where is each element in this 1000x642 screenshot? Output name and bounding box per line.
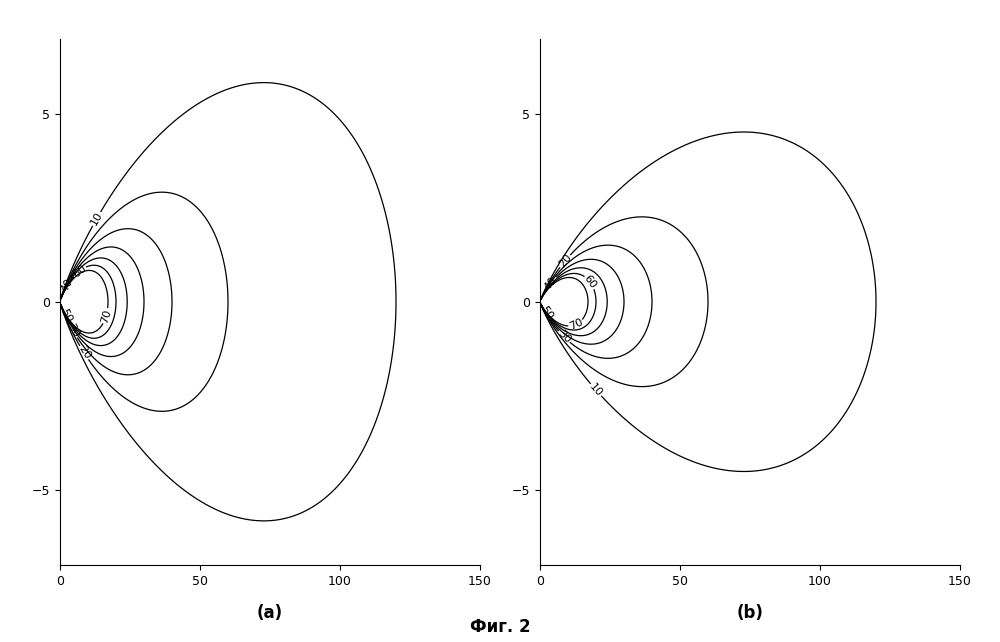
Text: 50: 50 xyxy=(58,307,73,324)
Text: (a): (a) xyxy=(257,603,283,621)
Text: 50: 50 xyxy=(538,304,554,322)
Text: 20: 20 xyxy=(557,252,573,270)
Text: Фиг. 2: Фиг. 2 xyxy=(470,618,530,636)
Text: 30: 30 xyxy=(556,329,573,345)
Text: 60: 60 xyxy=(582,273,598,291)
Text: 40: 40 xyxy=(59,277,75,294)
Text: 10: 10 xyxy=(89,211,104,227)
Text: 20: 20 xyxy=(76,344,92,361)
Text: 70: 70 xyxy=(99,308,113,324)
Text: 10: 10 xyxy=(588,381,604,399)
Text: 70: 70 xyxy=(568,317,585,332)
Text: 60: 60 xyxy=(71,263,88,280)
Text: (b): (b) xyxy=(737,603,763,621)
Text: 40: 40 xyxy=(543,275,559,292)
Text: 30: 30 xyxy=(65,322,81,340)
